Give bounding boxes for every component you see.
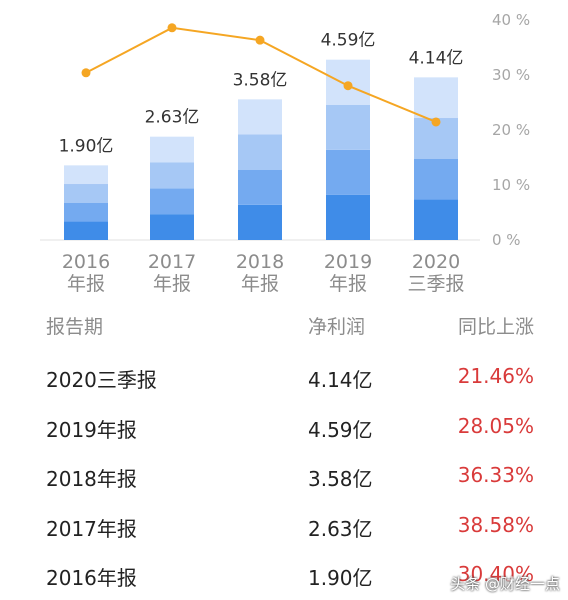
right-axis-tick: 30 % — [492, 66, 530, 84]
table-row: 2020三季报 4.14亿 21.46% — [0, 352, 568, 402]
profit-chart: 1.90亿 2.63亿 3.58亿 4.59亿 4.14亿 2016 年报 2017 年报 201… — [40, 11, 530, 295]
bar-segment — [414, 77, 458, 119]
row-growth: 38.58% — [457, 512, 534, 537]
bar-segment — [150, 136, 194, 163]
header-profit: 净利润 — [308, 316, 366, 338]
growth-point — [81, 68, 91, 78]
x-tick-label: 年报 — [329, 273, 367, 295]
x-tick-label: 年报 — [153, 273, 191, 295]
bar-segment — [238, 134, 282, 170]
row-period: 2017年报 — [46, 516, 137, 541]
table-header: 报告期 净利润 同比上涨 — [0, 312, 568, 344]
growth-point — [431, 117, 441, 127]
right-axis-tick: 0 % — [492, 231, 521, 249]
right-axis-tick: 40 % — [492, 11, 530, 29]
right-axis-tick: 10 % — [492, 176, 530, 194]
x-tick-label: 2017 — [148, 251, 196, 273]
x-tick-label: 2016 — [62, 251, 110, 273]
table-row: 2018年报 3.58亿 36.33% — [0, 451, 568, 501]
row-growth: 36.33% — [457, 463, 534, 487]
row-profit: 3.58亿 — [308, 467, 373, 491]
bar-segment — [238, 169, 282, 205]
right-axis-tick: 20 % — [492, 121, 530, 139]
bar-value-label: 1.90亿 — [59, 136, 114, 156]
row-period: 2019年报 — [46, 417, 137, 442]
table-row: 2019年报 4.59亿 28.05% — [0, 402, 568, 452]
row-profit: 1.90亿 — [308, 566, 373, 590]
row-profit: 4.59亿 — [308, 417, 373, 442]
table-row: 2017年报 2.63亿 38.58% — [0, 501, 568, 551]
profit-chart-svg: 1.90亿2.63亿3.58亿4.59亿4.14亿2016年报2017年报201… — [40, 11, 530, 295]
bar-segment — [414, 199, 458, 240]
bar-segment — [326, 104, 370, 150]
bar-segment — [64, 202, 108, 222]
row-growth: 21.46% — [457, 364, 534, 388]
bar-segment — [238, 204, 282, 240]
bar-segment — [150, 214, 194, 240]
header-period: 报告期 — [46, 316, 104, 338]
growth-point — [255, 35, 265, 45]
bar-segment — [326, 149, 370, 195]
bar-segment — [150, 162, 194, 189]
bar-segment — [414, 158, 458, 200]
x-tick-label: 2020 — [412, 251, 460, 273]
table-row: 2016年报 1.90亿 30.40% — [0, 550, 568, 600]
bar-segment — [64, 221, 108, 240]
row-period: 2020三季报 — [46, 368, 157, 392]
bar-value-label: 4.59亿 — [321, 31, 376, 51]
row-period: 2018年报 — [46, 467, 137, 491]
growth-point — [167, 23, 177, 33]
x-tick-label: 2019 — [324, 251, 372, 273]
bar-segment — [150, 188, 194, 215]
profit-table: 2020三季报 4.14亿 21.46% 2019年报 4.59亿 28.05%… — [0, 352, 568, 600]
growth-point — [343, 81, 353, 91]
row-profit: 4.14亿 — [308, 368, 373, 392]
row-profit: 2.63亿 — [308, 516, 373, 541]
watermark: 头条 @财经一点 — [450, 575, 560, 593]
bar-value-label: 4.14亿 — [409, 48, 464, 68]
bar-segment — [326, 194, 370, 240]
row-growth: 30.40% — [457, 562, 534, 586]
bar-value-label: 2.63亿 — [145, 108, 200, 128]
bar-value-label: 3.58亿 — [233, 70, 288, 90]
header-growth: 同比上涨 — [457, 316, 534, 338]
row-period: 2016年报 — [46, 566, 137, 590]
x-tick-label: 年报 — [241, 273, 279, 295]
row-growth: 28.05% — [457, 413, 534, 438]
bar-segment — [64, 184, 108, 203]
bar-segment — [238, 99, 282, 135]
x-tick-label: 三季报 — [407, 273, 464, 295]
x-tick-label: 年报 — [67, 273, 105, 295]
x-tick-label: 2018 — [236, 251, 284, 273]
bar-segment — [64, 165, 108, 185]
